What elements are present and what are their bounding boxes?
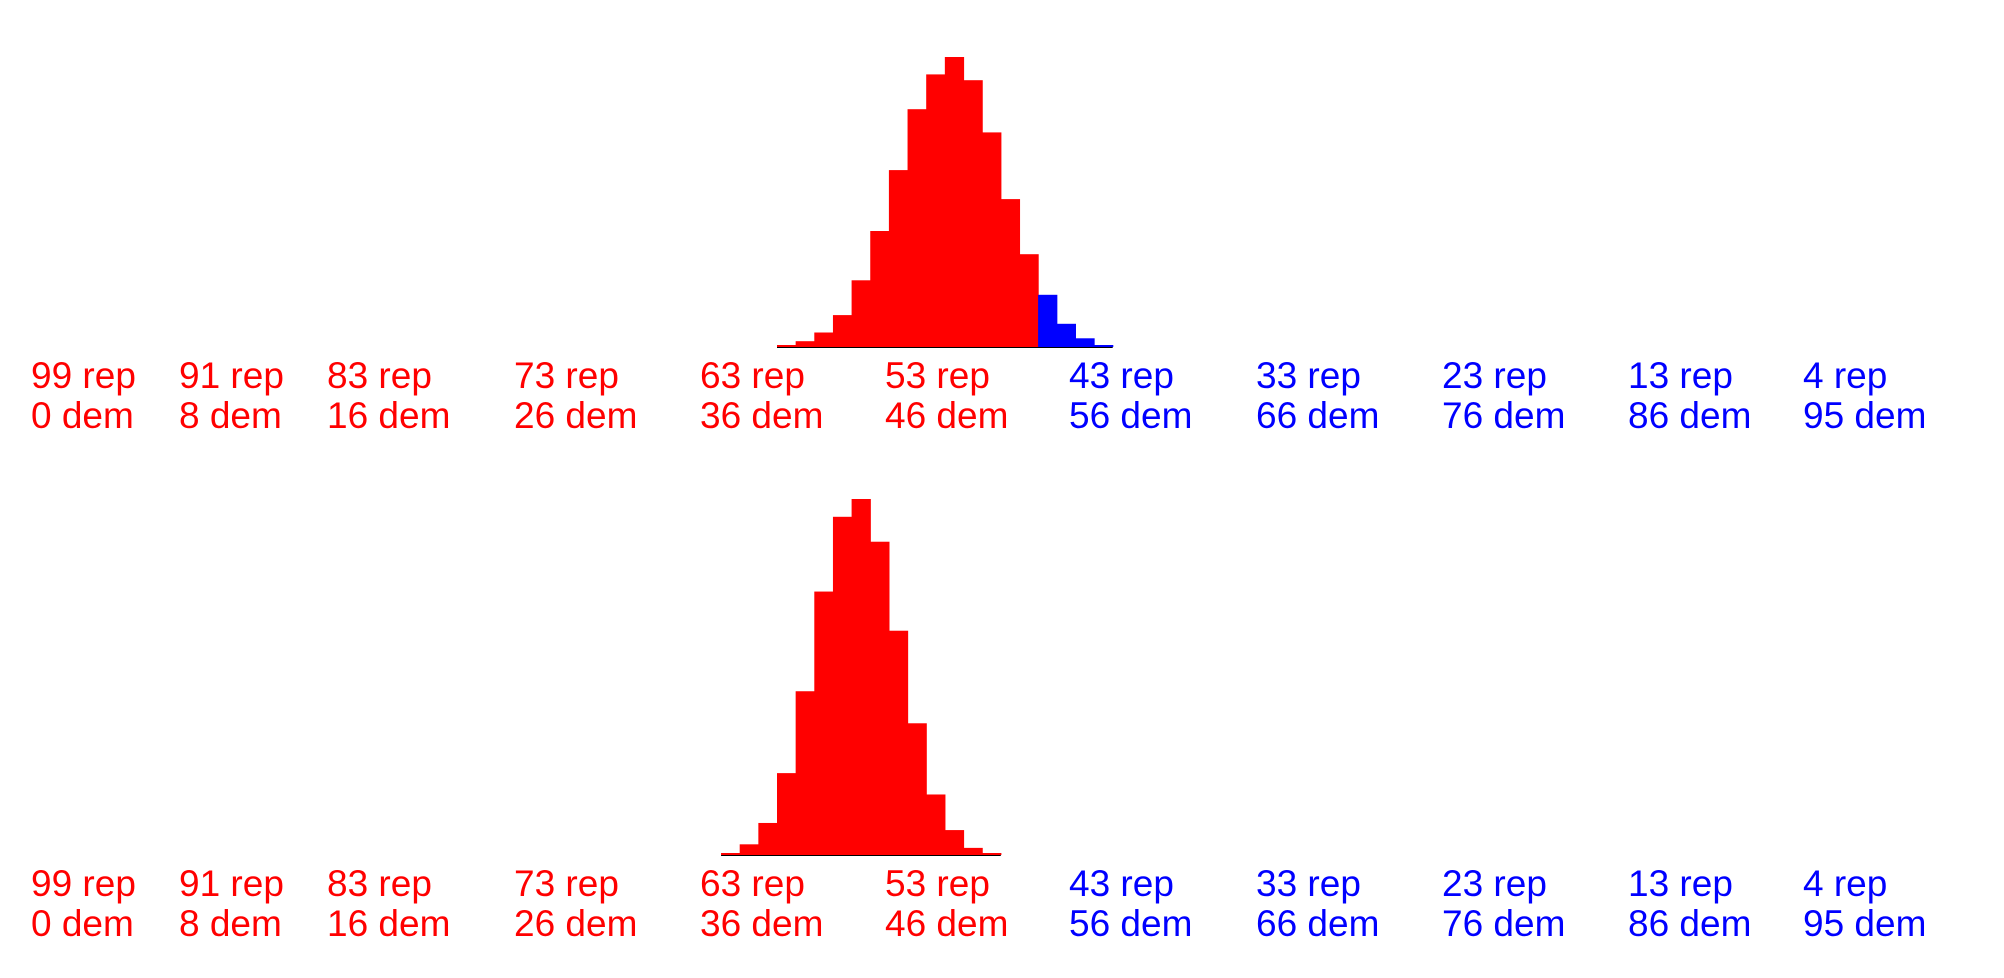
tick-label-dem: 56 dem xyxy=(1069,395,1192,436)
histogram-bar xyxy=(907,723,927,855)
tick-label-rep: 53 rep xyxy=(885,863,990,904)
tick-label-dem: 26 dem xyxy=(514,395,637,436)
tick-label-dem: 95 dem xyxy=(1803,395,1926,436)
histogram-bar xyxy=(944,57,965,347)
histogram-bar xyxy=(870,231,890,347)
tick-label-dem: 66 dem xyxy=(1256,903,1379,944)
histogram-bar xyxy=(1056,323,1076,347)
tick-label-dem: 0 dem xyxy=(31,903,134,944)
histogram-bar xyxy=(888,630,909,855)
tick-label-dem: 86 dem xyxy=(1628,395,1751,436)
tick-label-dem: 8 dem xyxy=(179,903,282,944)
tick-label-rep: 73 rep xyxy=(514,355,619,396)
histogram-bar xyxy=(926,74,946,348)
tick-label-dem: 95 dem xyxy=(1803,903,1926,944)
histogram-bar xyxy=(851,499,871,855)
tick-label-dem: 36 dem xyxy=(700,903,823,944)
histogram-bar xyxy=(777,773,797,855)
tick-label-dem: 66 dem xyxy=(1256,395,1379,436)
histogram-bar xyxy=(832,516,853,855)
tick-label-dem: 36 dem xyxy=(700,395,823,436)
tick-label-rep: 99 rep xyxy=(31,863,136,904)
histogram-bar xyxy=(739,844,759,855)
tick-label-rep: 4 rep xyxy=(1803,355,1887,396)
histogram-bar xyxy=(814,332,834,347)
tick-label-dem: 26 dem xyxy=(514,903,637,944)
histogram-bar xyxy=(851,280,871,347)
histogram-bar xyxy=(777,345,797,347)
histogram-bar xyxy=(888,170,909,347)
histogram-bar xyxy=(795,341,815,347)
tick-label-rep: 99 rep xyxy=(31,355,136,396)
tick-label-rep: 63 rep xyxy=(700,355,805,396)
tick-label-rep: 83 rep xyxy=(327,863,432,904)
histogram-bar xyxy=(721,853,741,855)
histogram-bar xyxy=(1075,338,1095,347)
tick-label-rep: 4 rep xyxy=(1803,863,1887,904)
tick-label-rep: 53 rep xyxy=(885,355,990,396)
histogram-bar xyxy=(1019,254,1039,347)
histogram-bar xyxy=(907,109,927,347)
tick-label-dem: 76 dem xyxy=(1442,903,1565,944)
tick-label-rep: 23 rep xyxy=(1442,863,1547,904)
tick-label-dem: 16 dem xyxy=(327,903,450,944)
histogram-bar xyxy=(944,830,965,855)
histogram-bar xyxy=(926,794,946,855)
tick-label-dem: 16 dem xyxy=(327,395,450,436)
histogram-bar xyxy=(814,591,834,855)
tick-label-dem: 8 dem xyxy=(179,395,282,436)
tick-label-rep: 13 rep xyxy=(1628,355,1733,396)
tick-label-dem: 56 dem xyxy=(1069,903,1192,944)
tick-label-dem: 46 dem xyxy=(885,395,1008,436)
histogram-bar xyxy=(1094,345,1114,347)
tick-label-dem: 76 dem xyxy=(1442,395,1565,436)
histogram-bar xyxy=(758,822,778,855)
tick-label-dem: 0 dem xyxy=(31,395,134,436)
tick-label-rep: 83 rep xyxy=(327,355,432,396)
histogram-bar xyxy=(982,132,1002,347)
histogram-bar xyxy=(1038,294,1058,347)
tick-label-rep: 13 rep xyxy=(1628,863,1733,904)
tick-label-dem: 46 dem xyxy=(885,903,1008,944)
tick-label-rep: 43 rep xyxy=(1069,863,1174,904)
tick-label-rep: 33 rep xyxy=(1256,863,1361,904)
tick-label-rep: 63 rep xyxy=(700,863,805,904)
tick-label-dem: 86 dem xyxy=(1628,903,1751,944)
histogram-bar xyxy=(870,541,890,855)
histogram-bar xyxy=(963,847,983,855)
tick-label-rep: 73 rep xyxy=(514,863,619,904)
histogram-bar xyxy=(963,80,983,347)
tick-label-rep: 91 rep xyxy=(179,863,284,904)
tick-label-rep: 91 rep xyxy=(179,355,284,396)
tick-label-rep: 23 rep xyxy=(1442,355,1547,396)
tick-label-rep: 43 rep xyxy=(1069,355,1174,396)
histogram-bar xyxy=(795,691,815,855)
histogram-bar xyxy=(832,315,853,347)
histogram-bar xyxy=(982,853,1002,855)
tick-label-rep: 33 rep xyxy=(1256,355,1361,396)
histogram-bar xyxy=(1000,199,1021,347)
